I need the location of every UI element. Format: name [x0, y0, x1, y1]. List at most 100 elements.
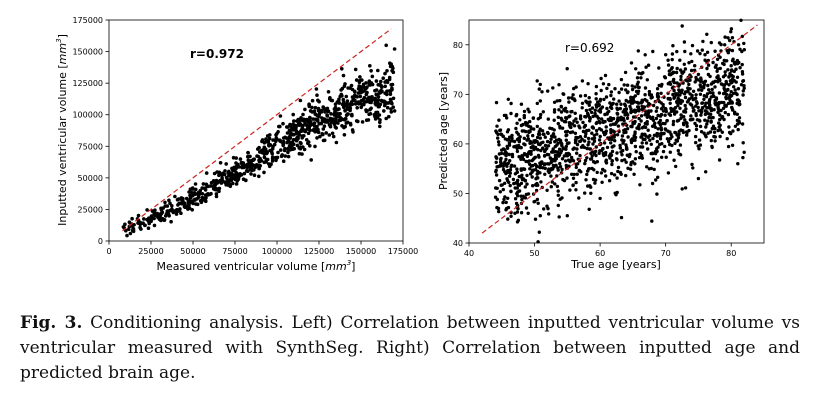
data-point: [535, 124, 539, 129]
data-point: [691, 106, 695, 110]
data-point: [715, 69, 719, 74]
data-point: [163, 214, 168, 218]
data-point: [145, 217, 149, 222]
y-tick-label: 125000: [72, 79, 103, 88]
data-point: [549, 137, 553, 141]
data-point: [683, 67, 688, 71]
data-point: [334, 140, 339, 145]
data-point: [538, 99, 542, 103]
data-point: [551, 157, 555, 162]
data-point: [531, 184, 535, 188]
data-point: [666, 129, 670, 133]
data-point: [264, 157, 269, 162]
data-point: [295, 143, 300, 148]
data-point: [595, 132, 599, 136]
data-point: [499, 151, 504, 156]
data-point: [686, 90, 690, 94]
data-point: [735, 75, 740, 80]
data-point: [309, 158, 314, 162]
data-point: [604, 174, 608, 178]
x-tick-label: 60: [595, 249, 605, 258]
data-point: [296, 131, 301, 136]
data-point: [528, 167, 532, 171]
data-point: [722, 58, 726, 63]
data-point: [375, 115, 380, 120]
data-point: [709, 40, 713, 45]
data-point: [508, 159, 512, 163]
y-tick-label: 50000: [78, 174, 103, 183]
data-point: [740, 62, 744, 67]
data-point: [494, 129, 498, 133]
data-point: [218, 180, 223, 184]
data-point: [597, 109, 601, 113]
data-point: [375, 100, 380, 105]
data-point: [149, 218, 153, 223]
data-point: [698, 143, 703, 147]
data-point: [595, 160, 599, 164]
data-point: [565, 141, 570, 146]
data-point: [670, 86, 675, 90]
data-point: [695, 49, 700, 53]
data-point: [326, 109, 331, 113]
data-point: [637, 85, 641, 90]
data-point: [666, 58, 670, 62]
data-point: [595, 170, 599, 175]
data-point: [634, 150, 638, 154]
data-point: [656, 145, 660, 149]
data-point: [303, 121, 307, 126]
data-point: [503, 160, 507, 164]
data-point: [602, 152, 606, 157]
data-point: [604, 158, 608, 162]
data-point: [508, 168, 513, 172]
data-point: [610, 159, 614, 163]
data-point: [729, 27, 734, 31]
data-point: [158, 212, 162, 216]
data-point: [497, 143, 501, 147]
data-point: [584, 108, 589, 113]
data-point: [621, 122, 625, 126]
data-point: [515, 146, 519, 151]
data-point: [310, 98, 315, 103]
data-point: [684, 121, 689, 125]
data-point: [727, 130, 732, 135]
data-point: [694, 140, 698, 145]
data-point: [126, 227, 131, 232]
data-point: [595, 105, 599, 109]
data-point: [639, 114, 644, 118]
data-point: [321, 132, 325, 137]
data-point: [551, 132, 556, 136]
data-point: [390, 101, 394, 106]
data-point: [630, 84, 634, 88]
data-point: [676, 103, 680, 108]
data-point: [517, 174, 521, 179]
data-point: [552, 128, 556, 132]
data-point: [654, 109, 658, 113]
data-point: [735, 112, 739, 117]
data-point: [593, 178, 598, 182]
data-point: [509, 214, 513, 218]
data-point: [128, 231, 133, 236]
data-point: [585, 146, 589, 151]
data-point: [594, 128, 599, 133]
data-point: [609, 128, 613, 132]
data-point: [577, 196, 581, 200]
data-point: [196, 192, 201, 197]
data-point: [517, 140, 521, 144]
data-point: [348, 121, 353, 126]
data-point: [339, 88, 343, 92]
volume-x-ticks: 0 25000 50000 75000 100000 125000 150000 175000: [106, 241, 418, 256]
data-point: [350, 128, 355, 132]
data-point: [373, 88, 377, 93]
data-point: [224, 183, 228, 187]
data-point: [280, 140, 284, 144]
data-point: [556, 121, 560, 126]
data-point: [703, 79, 708, 84]
data-point: [666, 171, 671, 175]
data-point: [383, 80, 387, 84]
data-point: [520, 197, 524, 202]
data-point: [570, 172, 574, 176]
x-tick-label: 0: [106, 247, 111, 256]
data-point: [540, 147, 545, 151]
data-point: [515, 121, 519, 126]
data-point: [656, 175, 660, 179]
